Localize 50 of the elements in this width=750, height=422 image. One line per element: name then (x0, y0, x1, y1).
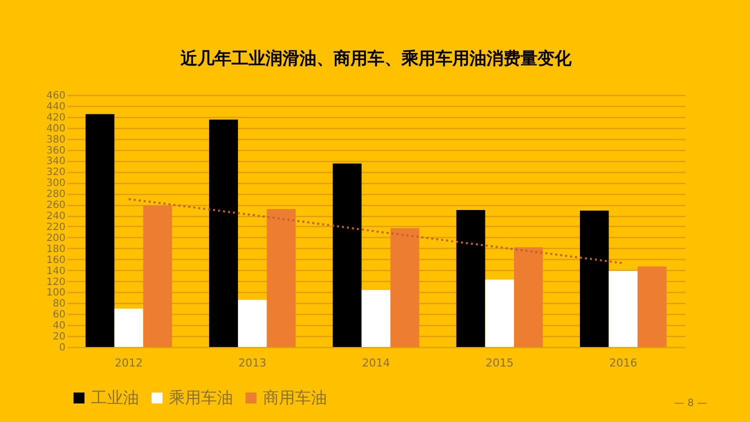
bar (266, 208, 296, 347)
y-tick-label: 400 (46, 123, 66, 134)
y-tick-label: 140 (46, 266, 66, 277)
x-tick-label: 2015 (486, 356, 514, 370)
bar (209, 120, 238, 347)
bar (390, 228, 420, 347)
x-tick-label: 2016 (609, 356, 638, 370)
bar (580, 210, 609, 347)
y-tick-label: 340 (46, 156, 66, 168)
text: — 8 — (674, 398, 707, 409)
y-tick-label: 440 (46, 101, 66, 112)
bar (608, 270, 638, 347)
y-tick-label: 280 (46, 189, 66, 200)
y-tick-label: 320 (46, 167, 66, 178)
y-tick-label: 420 (46, 112, 66, 124)
bar (456, 210, 486, 347)
x-tick-label: 2014 (362, 356, 390, 370)
y-tick-label: 40 (52, 320, 66, 332)
legend-label: 乘用车油 (169, 388, 233, 407)
y-tick-label: 380 (46, 134, 66, 146)
bar (143, 206, 172, 347)
bar (514, 247, 543, 347)
y-tick-label: 360 (46, 145, 66, 156)
legend-label: 商用车油 (263, 388, 327, 407)
y-tick-label: 300 (46, 178, 66, 190)
bar (362, 290, 390, 347)
x-tick-label: 2013 (238, 356, 266, 370)
y-tick-label: 200 (46, 232, 66, 244)
y-tick-label: 180 (46, 244, 66, 255)
bar (638, 266, 666, 347)
y-tick-label: 20 (52, 332, 66, 343)
y-tick-label: 260 (46, 200, 66, 212)
bar (332, 163, 362, 347)
x-tick-label: 2012 (114, 356, 143, 370)
bar (238, 300, 267, 347)
y-tick-label: 240 (46, 211, 66, 222)
legend-label: 工业油 (91, 388, 139, 407)
chart-title: 近几年工业润滑油、商用车、乘用车用油消费量变化 (180, 49, 572, 69)
y-tick-label: 80 (52, 298, 66, 310)
line-series (128, 198, 624, 264)
y-tick-label: 160 (46, 254, 66, 266)
y-tick-label: 120 (46, 276, 66, 288)
y-tick-label: 220 (46, 222, 66, 233)
bar (485, 280, 514, 347)
bar (86, 114, 114, 347)
y-tick-label: 0 (59, 342, 66, 354)
y-tick-label: 60 (52, 310, 66, 321)
y-tick-label: 100 (46, 288, 66, 299)
y-tick-label: 460 (46, 90, 66, 102)
bar (114, 308, 144, 347)
